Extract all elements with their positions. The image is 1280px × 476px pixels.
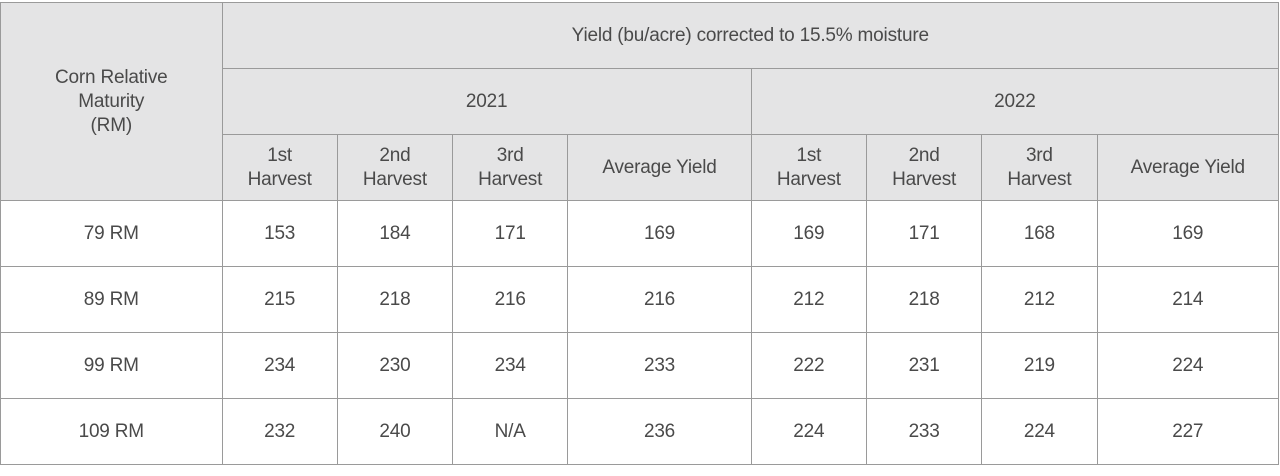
subheader-line: Harvest (776, 168, 841, 190)
average-cell: 224 (1096, 332, 1280, 399)
subheader-line: Harvest (478, 168, 543, 190)
year-2021-header: 2021 (221, 68, 752, 135)
yield-cell: 232 (221, 398, 338, 465)
yield-cell: 212 (981, 266, 1098, 333)
yield-cell: 224 (981, 398, 1098, 465)
yield-cell: 234 (452, 332, 569, 399)
harvest-2-header-2021: 2nd Harvest (336, 134, 454, 201)
average-cell: 169 (1096, 200, 1280, 267)
average-cell: 236 (567, 398, 752, 465)
yield-cell: 171 (452, 200, 569, 267)
rm-cell: 89 RM (0, 266, 223, 333)
subheader-line: Harvest (362, 168, 427, 190)
average-cell: 233 (567, 332, 752, 399)
subheader-line: Harvest (247, 168, 312, 190)
yield-cell: 233 (865, 398, 983, 465)
table-row: 89 RM 215 218 216 216 212 218 212 214 (0, 266, 1280, 333)
subheader-line: 3rd (1025, 144, 1053, 166)
subheader-line: 1st (267, 144, 292, 166)
average-yield-header-2021: Average Yield (567, 134, 752, 201)
yield-cell: 231 (865, 332, 983, 399)
yield-cell: 218 (336, 266, 454, 333)
table-row: 99 RM 234 230 234 233 222 231 219 224 (0, 332, 1280, 399)
harvest-3-header-2022: 3rd Harvest (981, 134, 1098, 201)
average-yield-header-2022: Average Yield (1096, 134, 1280, 201)
average-cell: 169 (567, 200, 752, 267)
rm-cell: 109 RM (0, 398, 223, 465)
subheader-line: 1st (796, 144, 822, 166)
table-row: 109 RM 232 240 N/A 236 224 233 224 227 (0, 398, 1280, 465)
rm-header-line-2: Maturity (78, 90, 145, 112)
average-cell: 227 (1096, 398, 1280, 465)
rm-cell: 99 RM (0, 332, 223, 399)
subheader-line: Harvest (1007, 168, 1072, 190)
table-row: 79 RM 153 184 171 169 169 171 168 169 (0, 200, 1280, 267)
yield-cell: 240 (336, 398, 454, 465)
subheader-line: 3rd (496, 144, 524, 166)
header-row-harvests: 1st Harvest 2nd Harvest 3rd Harvest Aver… (1, 134, 1280, 201)
yield-cell: 168 (981, 200, 1098, 267)
year-2022-header: 2022 (750, 68, 1280, 135)
subheader-line: 2nd (379, 144, 411, 166)
yield-table: Corn Relative Maturity (RM) Yield (bu/ac… (0, 2, 1280, 465)
subheader-line: 2nd (908, 144, 940, 166)
yield-cell: 216 (452, 266, 569, 333)
yield-group-header: Yield (bu/acre) corrected to 15.5% moist… (221, 2, 1279, 69)
yield-cell: N/A (452, 398, 569, 465)
yield-cell: 169 (750, 200, 867, 267)
average-cell: 214 (1096, 266, 1280, 333)
harvest-3-header-2021: 3rd Harvest (452, 134, 569, 201)
header-row-group: Corn Relative Maturity (RM) Yield (bu/ac… (0, 2, 1279, 201)
yield-cell: 215 (221, 266, 338, 333)
yield-cell: 218 (865, 266, 983, 333)
yield-cell: 224 (750, 398, 867, 465)
yield-cell: 212 (750, 266, 867, 333)
header-row-years: 2021 2022 (1, 68, 1280, 135)
harvest-1-header-2021: 1st Harvest (221, 134, 338, 201)
harvest-2-header-2022: 2nd Harvest (865, 134, 983, 201)
rm-column-header: Corn Relative Maturity (RM) (0, 2, 223, 201)
harvest-1-header-2022: 1st Harvest (750, 134, 867, 201)
yield-cell: 171 (865, 200, 983, 267)
rm-header-line-3: (RM) (90, 114, 133, 136)
yield-cell: 184 (336, 200, 454, 267)
yield-cell: 230 (336, 332, 454, 399)
yield-cell: 219 (981, 332, 1098, 399)
average-cell: 216 (567, 266, 752, 333)
rm-cell: 79 RM (0, 200, 223, 267)
yield-cell: 153 (221, 200, 338, 267)
rm-header-line-1: Corn Relative (54, 66, 168, 88)
subheader-line: Harvest (892, 168, 957, 190)
yield-cell: 234 (221, 332, 338, 399)
yield-cell: 222 (750, 332, 867, 399)
